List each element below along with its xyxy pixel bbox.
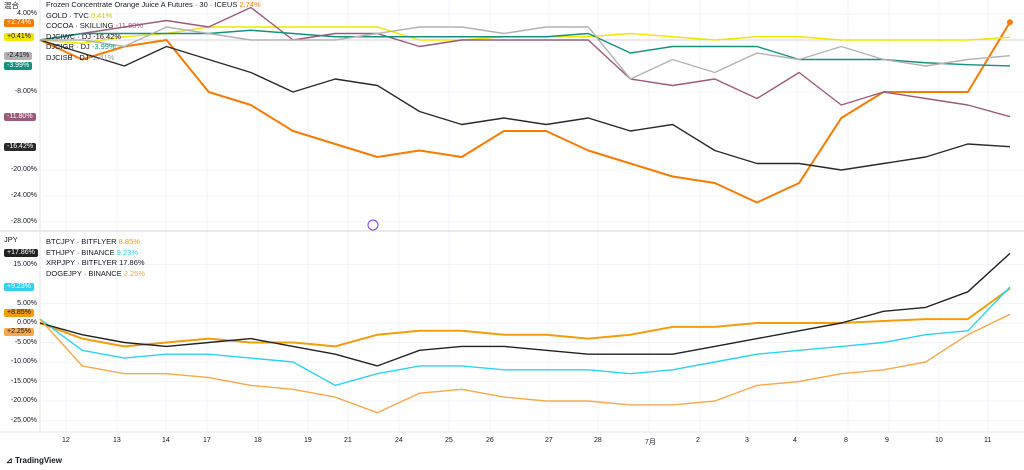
last-value-tag: +8.85% xyxy=(4,308,34,317)
last-value-tag: -2.41% xyxy=(4,51,33,60)
x-tick-label: 8 xyxy=(844,437,848,444)
x-tick-label: 7月 xyxy=(645,439,656,446)
y-tick-label: -20.00% xyxy=(10,397,37,404)
y-tick-label: -10.00% xyxy=(10,358,37,365)
y-tick-label: -24.00% xyxy=(10,192,37,199)
x-tick-label: 2 xyxy=(696,437,700,444)
last-value-dot xyxy=(1007,19,1013,26)
tradingview-logo[interactable]: ⊿ TradingView xyxy=(6,456,62,465)
x-tick-label: 19 xyxy=(304,437,312,444)
legend-item[interactable]: GOLD · TVC 0.41% xyxy=(46,10,113,20)
legend-item[interactable]: COCOA · SKILLING -11.80% xyxy=(46,21,144,30)
x-tick-label: 26 xyxy=(486,437,494,444)
series-line[interactable] xyxy=(39,252,1011,367)
legend-item[interactable]: BTCJPY · BITFLYER 8.85% xyxy=(46,237,140,246)
x-tick-label: 9 xyxy=(885,437,889,444)
y-tick-label: 4.00% xyxy=(17,10,37,17)
series-line[interactable] xyxy=(39,39,1011,171)
legend-item[interactable]: DJCIGR · DJ -3.99% xyxy=(46,42,116,51)
series-line[interactable] xyxy=(39,21,1011,204)
series-line[interactable] xyxy=(40,26,1011,80)
go-to-realtime-icon[interactable] xyxy=(367,219,379,231)
series-line[interactable] xyxy=(39,6,1011,118)
y-tick-label: 15.00% xyxy=(13,260,37,268)
last-value-tag: -3.99% xyxy=(4,61,33,70)
legend-item[interactable]: ETHJPY · BINANCE 9.23% xyxy=(46,247,138,257)
x-tick-label: 12 xyxy=(62,437,70,444)
legend-item[interactable]: DJCISB · DJ -2.41% xyxy=(46,52,115,62)
x-tick-label: 27 xyxy=(545,437,553,444)
bottom-pane-scale-label[interactable]: JPY xyxy=(4,235,18,244)
y-tick-label: -20.00% xyxy=(10,166,37,173)
series-line[interactable] xyxy=(39,286,1011,387)
series-line[interactable] xyxy=(39,287,1011,348)
last-value-tag: +17.86% xyxy=(4,249,38,258)
bottom-legend: BTCJPY · BITFLYER 8.85% ETHJPY · BINANCE… xyxy=(46,237,145,279)
x-tick-label: 13 xyxy=(113,437,121,444)
y-tick-label: 0.00% xyxy=(17,319,37,326)
last-value-tag: +2.25% xyxy=(4,328,34,336)
legend-item[interactable]: DOGEJPY · BINANCE 2.25% xyxy=(46,268,146,278)
last-value-tag: +0.41% xyxy=(4,33,34,42)
top-legend: Frozen Concentrate Orange Juice A Future… xyxy=(46,0,261,63)
series-line[interactable] xyxy=(39,29,1011,67)
last-value-tag: +9.23% xyxy=(4,283,34,291)
top-pane-scale-label[interactable]: 混合 xyxy=(4,1,19,10)
y-tick-label: -28.00% xyxy=(10,218,37,225)
last-value-tag: -11.80% xyxy=(4,112,36,121)
x-tick-label: 14 xyxy=(162,437,170,444)
legend-item[interactable]: DJCIWC · DJ -16.42% xyxy=(46,31,122,41)
series-line[interactable] xyxy=(39,313,1011,414)
x-tick-label: 24 xyxy=(395,437,403,444)
y-tick-label: -25.00% xyxy=(10,416,37,424)
legend-item[interactable]: Frozen Concentrate Orange Juice A Future… xyxy=(46,0,261,9)
x-tick-label: 11 xyxy=(984,437,992,444)
y-tick-label: -5.00% xyxy=(14,338,37,346)
last-value-tag: +2.74% xyxy=(4,19,34,27)
x-tick-label: 17 xyxy=(203,437,211,444)
legend-item[interactable]: XRPJPY · BITFLYER 17.86% xyxy=(46,258,145,267)
x-tick-label: 28 xyxy=(594,437,602,444)
x-tick-label: 25 xyxy=(445,437,453,444)
x-tick-label: 21 xyxy=(344,437,352,444)
x-tick-label: 4 xyxy=(793,437,797,444)
x-tick-label: 18 xyxy=(254,437,262,444)
y-tick-label: -8.00% xyxy=(14,88,37,95)
y-tick-label: 5.00% xyxy=(17,299,37,307)
last-value-tag: -16.42% xyxy=(4,142,37,151)
x-tick-label: 10 xyxy=(935,437,943,444)
x-tick-label: 3 xyxy=(745,437,749,444)
y-tick-label: -15.00% xyxy=(10,377,37,385)
